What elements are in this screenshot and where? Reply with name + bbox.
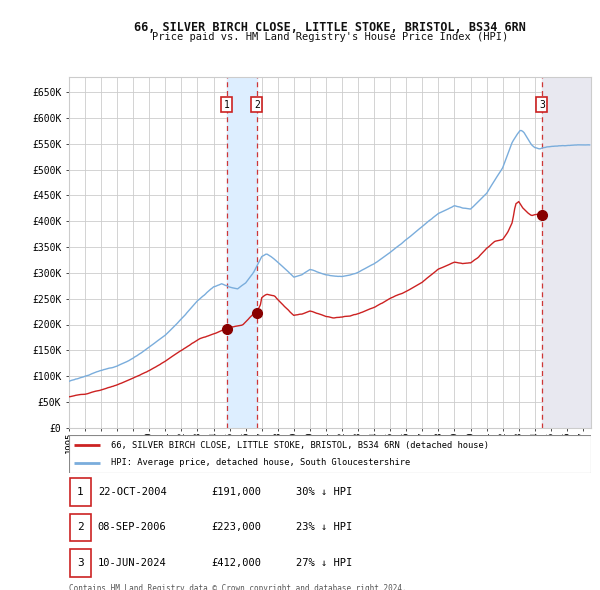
Text: 27% ↓ HPI: 27% ↓ HPI [296, 558, 352, 568]
Text: 30% ↓ HPI: 30% ↓ HPI [296, 487, 352, 497]
Text: 08-SEP-2006: 08-SEP-2006 [98, 523, 167, 532]
Text: 1: 1 [77, 487, 84, 497]
Text: HPI: Average price, detached house, South Gloucestershire: HPI: Average price, detached house, Sout… [111, 458, 410, 467]
Text: 3: 3 [539, 100, 545, 110]
Text: 3: 3 [77, 558, 84, 568]
Text: 66, SILVER BIRCH CLOSE, LITTLE STOKE, BRISTOL, BS34 6RN (detached house): 66, SILVER BIRCH CLOSE, LITTLE STOKE, BR… [111, 441, 489, 450]
Bar [542, 77, 591, 428]
Text: 10-JUN-2024: 10-JUN-2024 [98, 558, 167, 568]
Text: 1: 1 [224, 100, 230, 110]
Text: 22-OCT-2004: 22-OCT-2004 [98, 487, 167, 497]
Bar [227, 77, 257, 428]
Text: £412,000: £412,000 [212, 558, 262, 568]
Text: 2: 2 [254, 100, 260, 110]
Text: 2: 2 [77, 523, 84, 532]
Text: £223,000: £223,000 [212, 523, 262, 532]
Text: Contains HM Land Registry data © Crown copyright and database right 2024.
This d: Contains HM Land Registry data © Crown c… [69, 584, 407, 590]
Text: 66, SILVER BIRCH CLOSE, LITTLE STOKE, BRISTOL, BS34 6RN: 66, SILVER BIRCH CLOSE, LITTLE STOKE, BR… [134, 21, 526, 34]
Text: 23% ↓ HPI: 23% ↓ HPI [296, 523, 352, 532]
Text: Price paid vs. HM Land Registry's House Price Index (HPI): Price paid vs. HM Land Registry's House … [152, 32, 508, 42]
Text: £191,000: £191,000 [212, 487, 262, 497]
